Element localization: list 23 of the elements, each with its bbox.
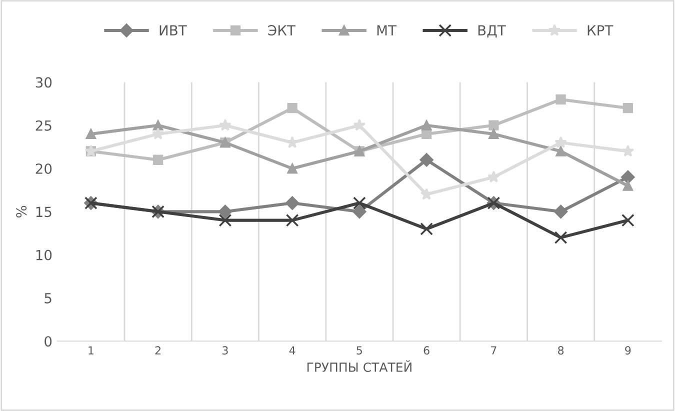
x-tick-label: 2	[155, 346, 160, 354]
y-tick-label: 15	[36, 206, 52, 218]
x-axis-title: ГРУППЫ СТАТЕЙ	[307, 360, 412, 372]
x-tick-label: 8	[558, 346, 564, 355]
x-tick-label: 5	[356, 346, 362, 355]
legend-label: ИВТ	[160, 25, 187, 36]
y-tick-label: 20	[36, 163, 52, 174]
y-tick-label: 25	[36, 120, 52, 131]
legend-label: ВДТ	[478, 25, 506, 38]
x-tick-label: 1	[88, 346, 94, 354]
x-tick-label: 3	[222, 346, 228, 355]
y-tick-label: 5	[44, 293, 52, 304]
y-tick-label: 10	[36, 250, 52, 260]
x-tick-label: 6	[424, 346, 430, 355]
legend-label: ЭКТ	[268, 25, 296, 36]
legend-label: КРТ	[588, 25, 614, 36]
x-tick-label: 9	[625, 346, 631, 355]
y-tick-label: 30	[36, 77, 52, 88]
y-tick-label: 0	[44, 336, 52, 347]
y-axis-title: %	[16, 206, 27, 218]
legend-label: МТ	[377, 25, 397, 36]
x-tick-label: 4	[289, 346, 296, 354]
x-tick-label: 7	[491, 346, 496, 354]
